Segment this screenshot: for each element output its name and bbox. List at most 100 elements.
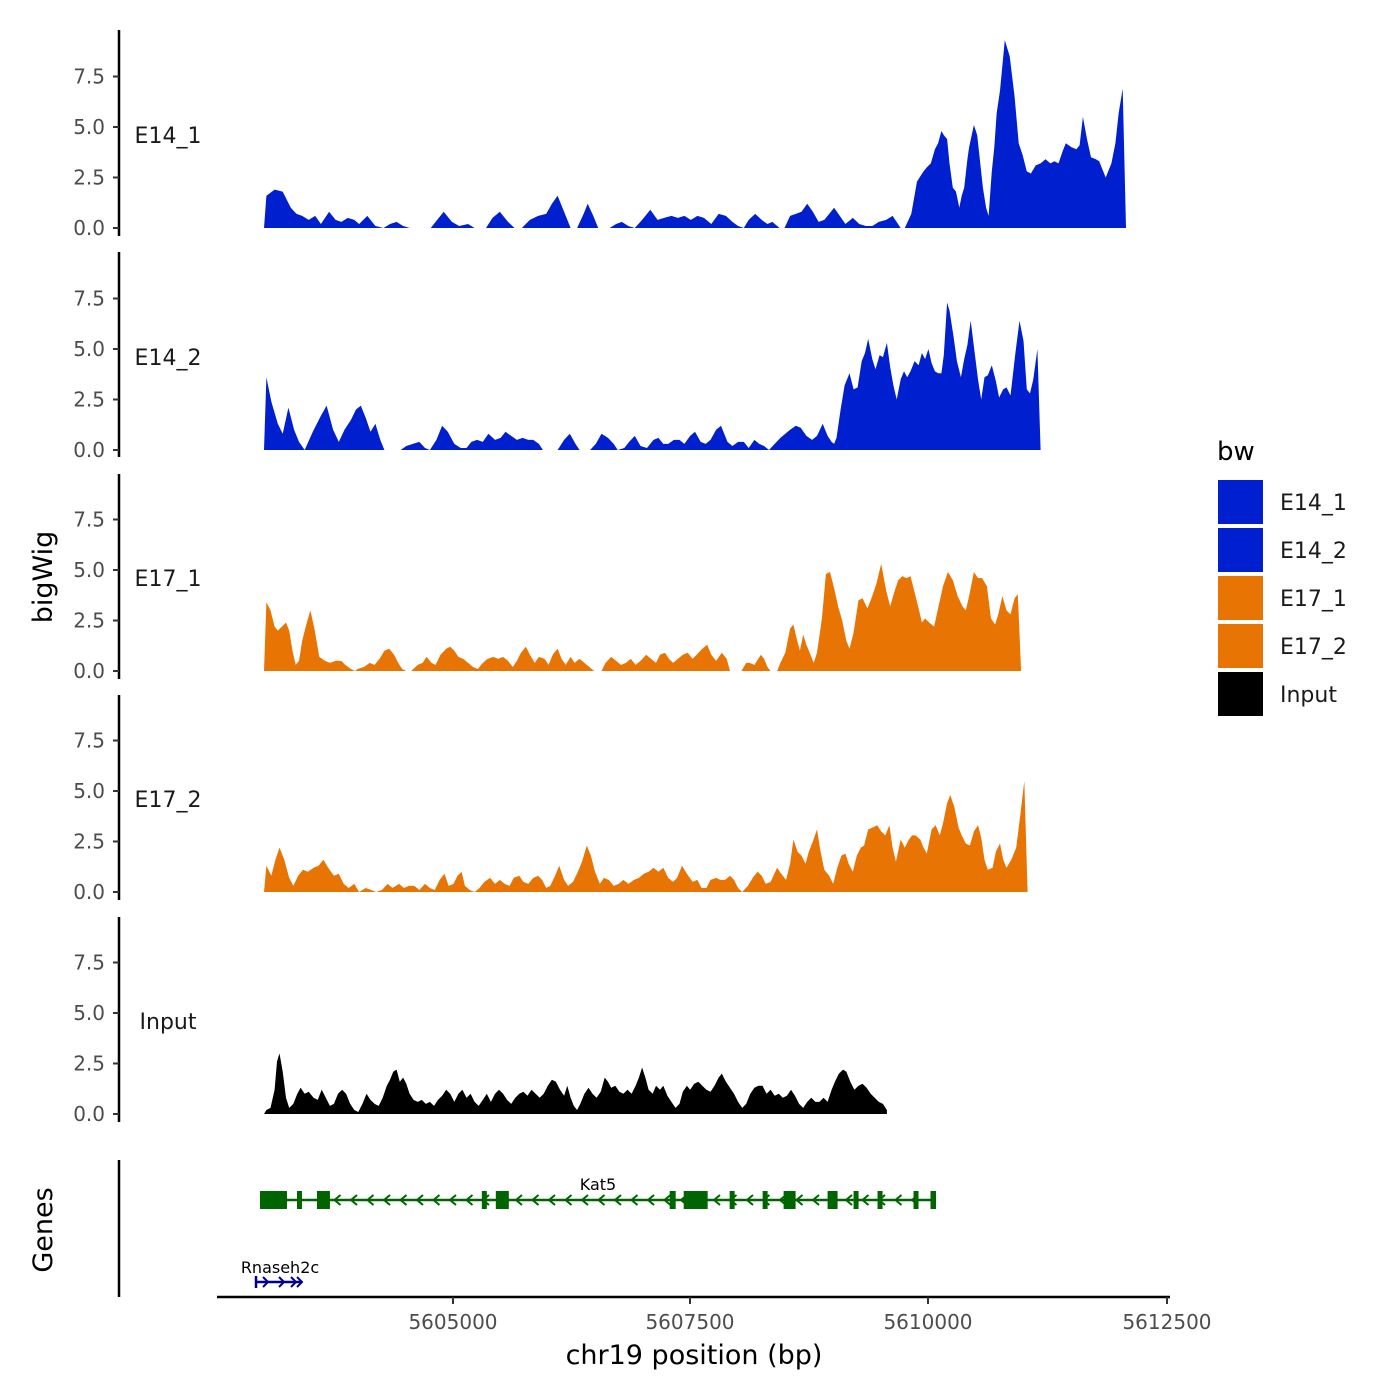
legend-label: Input bbox=[1280, 683, 1337, 708]
exon-block bbox=[683, 1191, 708, 1209]
strand-arrow bbox=[349, 1194, 358, 1206]
legend-label: E14_2 bbox=[1280, 539, 1347, 564]
legend-swatch bbox=[1218, 672, 1263, 716]
exon-block bbox=[783, 1191, 796, 1209]
track-e14-1: 0.0 2.5 5.0 7.5 E14_1 bbox=[73, 30, 1126, 240]
track-label: E14_1 bbox=[135, 124, 202, 149]
y-tick-label: 0.0 bbox=[73, 438, 105, 462]
y-tick-label: 7.5 bbox=[73, 951, 105, 975]
genes-axis-title: Genes bbox=[28, 1187, 59, 1272]
x-tick-label: 5607500 bbox=[645, 1310, 734, 1334]
legend-item-e14-1: E14_1 bbox=[1218, 480, 1347, 524]
strand-arrow bbox=[278, 1276, 286, 1288]
strand-arrow bbox=[464, 1194, 474, 1206]
x-tick-label: 5605000 bbox=[408, 1310, 497, 1334]
exon-block bbox=[316, 1191, 330, 1209]
signal-area-e17-2 bbox=[264, 780, 1028, 892]
strand-arrow bbox=[580, 1194, 589, 1206]
track-label: E17_1 bbox=[135, 567, 202, 592]
legend-title: bw bbox=[1217, 437, 1255, 467]
strand-arrow bbox=[365, 1194, 375, 1206]
signal-area-input bbox=[264, 1053, 887, 1114]
legend-swatch bbox=[1218, 480, 1263, 524]
exon-block bbox=[481, 1191, 487, 1209]
strand-arrow bbox=[332, 1194, 342, 1206]
legend-label: E17_2 bbox=[1280, 635, 1347, 660]
y-tick-label: 0.0 bbox=[73, 659, 105, 683]
strand-arrow bbox=[811, 1194, 820, 1206]
strand-arrow bbox=[860, 1194, 870, 1206]
strand-arrow bbox=[296, 1276, 304, 1288]
strand-arrow bbox=[398, 1194, 408, 1206]
exon-block bbox=[762, 1191, 768, 1209]
y-tick-label: 0.0 bbox=[73, 1102, 105, 1126]
track-e17-1: 0.0 2.5 5.0 7.5 E17_1 bbox=[73, 474, 1022, 683]
exon-block bbox=[930, 1191, 936, 1209]
y-tick-label: 2.5 bbox=[73, 830, 105, 854]
y-tick-label: 2.5 bbox=[73, 388, 105, 412]
strand-arrow bbox=[514, 1194, 523, 1206]
strand-arrow bbox=[629, 1194, 639, 1206]
strand-arrow bbox=[262, 1276, 270, 1288]
legend-swatch bbox=[1218, 624, 1263, 668]
exon-block bbox=[669, 1191, 676, 1209]
y-tick-label: 2.5 bbox=[73, 166, 105, 190]
strand-arrow bbox=[530, 1194, 540, 1206]
legend-item-e14-2: E14_2 bbox=[1218, 528, 1347, 572]
strand-arrow bbox=[794, 1194, 804, 1206]
y-tick-label: 7.5 bbox=[73, 65, 105, 89]
strand-arrow bbox=[382, 1194, 391, 1206]
strand-arrow bbox=[415, 1194, 424, 1206]
gene-kat5: Kat5 bbox=[260, 1175, 936, 1209]
y-tick-label: 5.0 bbox=[73, 558, 105, 582]
y-tick-label: 7.5 bbox=[73, 508, 105, 532]
strand-arrow bbox=[893, 1194, 903, 1206]
legend-label: E17_1 bbox=[1280, 587, 1347, 612]
strand-arrow bbox=[547, 1194, 556, 1206]
y-tick-label: 5.0 bbox=[73, 779, 105, 803]
strand-arrow bbox=[844, 1194, 853, 1206]
x-tick-label: 5610000 bbox=[883, 1310, 972, 1334]
strand-arrow bbox=[448, 1194, 457, 1206]
legend-item-e17-2: E17_2 bbox=[1218, 624, 1347, 668]
strand-arrow bbox=[563, 1194, 573, 1206]
strand-arrow bbox=[662, 1194, 672, 1206]
exon-block bbox=[260, 1191, 287, 1209]
y-tick-label: 2.5 bbox=[73, 1052, 105, 1076]
y-tick-label: 5.0 bbox=[73, 1001, 105, 1025]
signal-area-e17-1 bbox=[264, 563, 1022, 671]
gene-label-kat5: Kat5 bbox=[580, 1175, 616, 1194]
y-tick-label: 5.0 bbox=[73, 115, 105, 139]
x-axis: 5605000 5607500 5610000 5612500 bbox=[217, 1295, 1212, 1334]
exon-block bbox=[913, 1191, 919, 1209]
legend-item-e17-1: E17_1 bbox=[1218, 576, 1347, 620]
track-label: Input bbox=[140, 1010, 197, 1035]
track-e17-2: 0.0 2.5 5.0 7.5 E17_2 bbox=[73, 695, 1028, 904]
legend-swatch bbox=[1218, 528, 1263, 572]
signal-area-e14-1 bbox=[264, 40, 1126, 228]
y-tick-label: 0.0 bbox=[73, 216, 105, 240]
y-tick-label: 5.0 bbox=[73, 337, 105, 361]
strand-arrow bbox=[290, 1276, 298, 1288]
track-label: E17_2 bbox=[135, 788, 202, 813]
exon-block bbox=[495, 1191, 509, 1209]
x-tick-label: 5612500 bbox=[1122, 1310, 1211, 1334]
exon-block bbox=[853, 1191, 859, 1209]
strand-arrow bbox=[431, 1194, 441, 1206]
exon-block bbox=[827, 1191, 838, 1209]
legend-swatch bbox=[1218, 576, 1263, 620]
y-tick-label: 2.5 bbox=[73, 609, 105, 633]
exon-block bbox=[729, 1191, 735, 1209]
exon-block bbox=[877, 1191, 883, 1209]
legend: bw E14_1 E14_2 E17_1 E17_2 Input bbox=[1217, 437, 1347, 716]
strand-arrow bbox=[745, 1194, 754, 1206]
track-e14-2: 0.0 2.5 5.0 7.5 E14_2 bbox=[73, 252, 1041, 462]
strand-arrow bbox=[613, 1194, 622, 1206]
track-label: E14_2 bbox=[135, 346, 202, 371]
strand-arrow bbox=[646, 1194, 655, 1206]
exon-block bbox=[296, 1191, 302, 1209]
gene-label-rnaseh2c: Rnaseh2c bbox=[241, 1258, 319, 1277]
legend-item-input: Input bbox=[1218, 672, 1337, 716]
x-axis-title: chr19 position (bp) bbox=[566, 1340, 823, 1371]
